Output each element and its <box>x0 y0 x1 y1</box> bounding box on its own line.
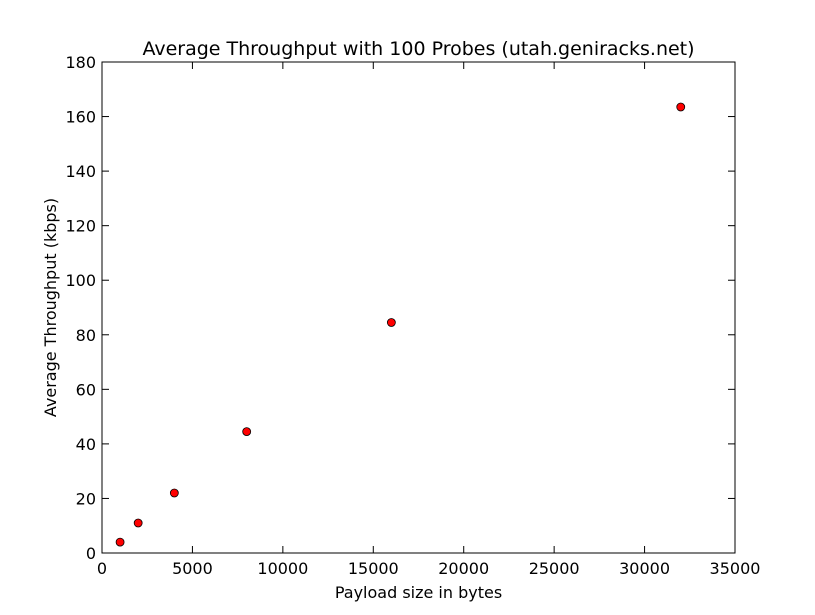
x-tick-label: 25000 <box>529 559 580 578</box>
y-tick-label: 20 <box>76 489 96 508</box>
y-tick-label: 100 <box>65 271 96 290</box>
y-tick-label: 40 <box>76 435 96 454</box>
data-point <box>115 537 125 547</box>
data-points <box>115 102 686 547</box>
chart-title: Average Throughput with 100 Probes (utah… <box>142 38 694 60</box>
y-tick-label: 140 <box>65 162 96 181</box>
x-tick-label: 15000 <box>348 559 399 578</box>
y-tick-label: 180 <box>65 53 96 72</box>
data-point <box>242 427 252 437</box>
data-point <box>386 318 396 327</box>
plot-area-frame <box>101 61 736 554</box>
y-tick-label: 120 <box>65 217 96 236</box>
y-tick-label: 60 <box>76 380 96 399</box>
y-axis-ticks: 0 20 40 60 80 100 120 140 160 180 <box>65 53 735 563</box>
y-tick-label: 80 <box>76 326 96 345</box>
y-axis-label: Average Throughput (kbps) <box>41 198 60 417</box>
y-tick-label: 0 <box>86 544 96 563</box>
x-tick-label: 30000 <box>619 559 670 578</box>
data-point <box>676 102 686 112</box>
y-tick-label: 160 <box>65 108 96 127</box>
data-point <box>169 488 179 498</box>
x-tick-label: 0 <box>97 559 107 578</box>
x-axis-label: Payload size in bytes <box>335 583 502 602</box>
x-tick-label: 20000 <box>438 559 489 578</box>
x-tick-label: 5000 <box>172 559 213 578</box>
data-point <box>133 518 143 528</box>
x-axis-ticks: 0 5000 10000 15000 20000 25000 30000 35000 <box>97 62 761 578</box>
x-tick-label: 10000 <box>257 559 308 578</box>
x-tick-label: 35000 <box>710 559 761 578</box>
